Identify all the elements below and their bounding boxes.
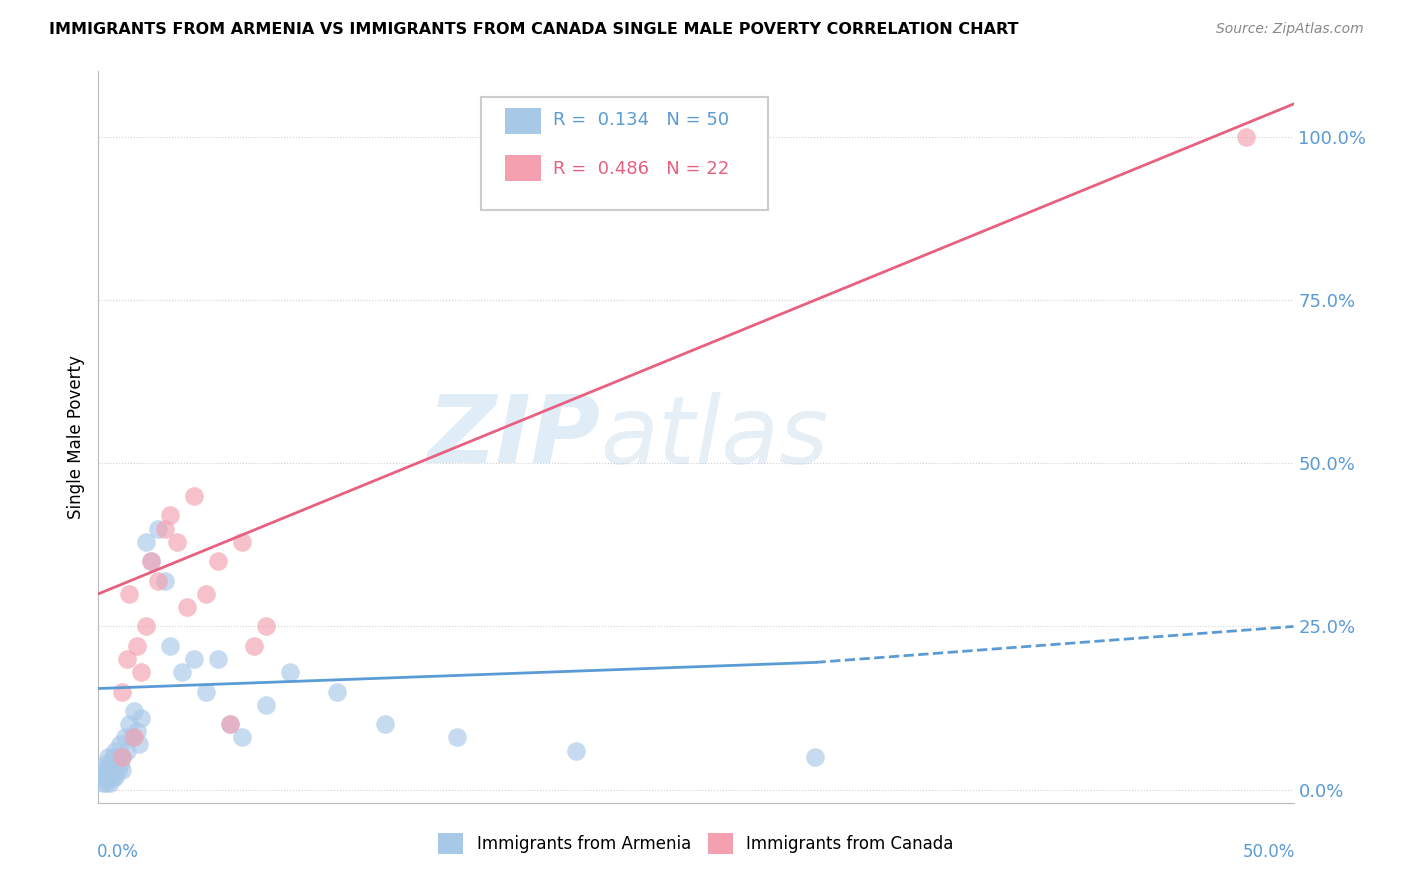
Point [115, 652, 138, 666]
Point [139, 554, 162, 568]
Point [1234, 129, 1257, 144]
Point [128, 737, 150, 751]
Legend: Immigrants from Armenia, Immigrants from Canada: Immigrants from Armenia, Immigrants from… [432, 827, 960, 860]
Point [278, 665, 301, 680]
Point [107, 750, 129, 764]
Point [98, 763, 122, 777]
Point [131, 665, 153, 680]
Point [104, 743, 127, 757]
Point [131, 711, 153, 725]
Point [111, 750, 134, 764]
Point [135, 619, 157, 633]
Point [91, 763, 114, 777]
Point [219, 717, 242, 731]
Point [148, 521, 170, 535]
Point [219, 717, 242, 731]
Y-axis label: Single Male Poverty: Single Male Poverty [66, 355, 84, 519]
Point [139, 554, 162, 568]
Point [124, 731, 146, 745]
Point [97, 750, 120, 764]
Point [94, 756, 117, 771]
Point [90, 770, 112, 784]
Point [159, 639, 181, 653]
Point [94, 770, 117, 784]
Point [111, 685, 134, 699]
Point [148, 574, 170, 588]
Point [804, 750, 827, 764]
Point [176, 599, 198, 614]
Text: Source: ZipAtlas.com: Source: ZipAtlas.com [1216, 22, 1364, 37]
Point [107, 763, 129, 777]
Point [172, 665, 194, 680]
Point [118, 587, 141, 601]
Point [98, 776, 122, 790]
Bar [505, 155, 541, 181]
Point [166, 534, 188, 549]
Point [231, 731, 253, 745]
Point [207, 554, 229, 568]
Point [207, 652, 229, 666]
Point [118, 717, 141, 731]
Text: R =  0.486   N = 22: R = 0.486 N = 22 [553, 160, 728, 178]
Point [135, 534, 157, 549]
Point [243, 639, 266, 653]
Point [195, 587, 218, 601]
Point [121, 731, 143, 745]
Point [101, 770, 124, 784]
Point [97, 770, 120, 784]
Bar [505, 108, 541, 134]
Point [115, 743, 138, 757]
Point [125, 723, 148, 738]
Point [183, 652, 205, 666]
Point [254, 619, 277, 633]
Point [231, 534, 253, 549]
Point [183, 489, 205, 503]
Point [108, 737, 131, 751]
Point [159, 508, 181, 523]
Point [155, 574, 177, 588]
Point [124, 705, 146, 719]
Point [111, 763, 134, 777]
Point [101, 750, 124, 764]
Point [125, 639, 148, 653]
Point [195, 685, 218, 699]
Point [104, 770, 127, 784]
Point [91, 776, 114, 790]
FancyBboxPatch shape [481, 97, 768, 211]
Point [94, 776, 117, 790]
Point [104, 756, 127, 771]
Point [446, 731, 468, 745]
Point [111, 750, 134, 764]
Point [101, 763, 124, 777]
Text: 50.0%: 50.0% [1243, 843, 1295, 861]
Text: atlas: atlas [600, 392, 828, 483]
Text: IMMIGRANTS FROM ARMENIA VS IMMIGRANTS FROM CANADA SINGLE MALE POVERTY CORRELATIO: IMMIGRANTS FROM ARMENIA VS IMMIGRANTS FR… [49, 22, 1019, 37]
Point [155, 521, 177, 535]
Text: 0.0%: 0.0% [97, 843, 139, 861]
Point [374, 717, 396, 731]
Point [254, 698, 277, 712]
Point [98, 756, 122, 771]
Point [565, 743, 588, 757]
Text: R =  0.134   N = 50: R = 0.134 N = 50 [553, 112, 728, 129]
Point [114, 731, 136, 745]
Point [97, 763, 120, 777]
Text: ZIP: ZIP [427, 391, 600, 483]
Point [326, 685, 349, 699]
Point [108, 756, 131, 771]
